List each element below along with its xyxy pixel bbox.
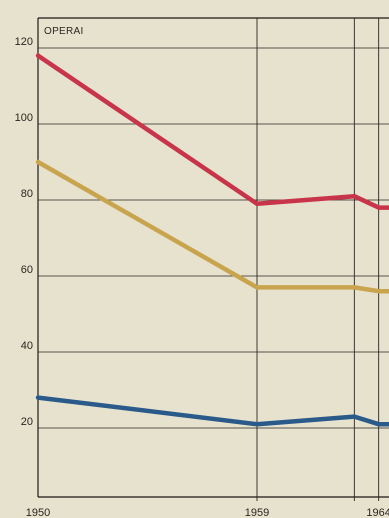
data-point [254, 201, 260, 206]
grid [37, 17, 389, 501]
data-point [254, 422, 260, 427]
data-point [35, 159, 41, 165]
data-point [376, 422, 381, 427]
data-point [376, 205, 381, 210]
y-tick-label: 120 [15, 36, 33, 48]
data-point [352, 194, 357, 199]
data-point [35, 53, 41, 58]
data-point [352, 285, 357, 290]
x-tick-label: 1959 [245, 507, 269, 518]
y-tick-label: 60 [21, 264, 33, 276]
data-point [352, 414, 357, 419]
series-layer [35, 53, 389, 427]
data-point [254, 285, 260, 290]
y-tick-label: 40 [21, 340, 33, 352]
y-tick-label: 100 [15, 112, 33, 124]
series-line-3 [37, 395, 389, 427]
data-point [376, 289, 381, 294]
y-tick-label: 20 [21, 416, 33, 428]
labels: 20 40 60 80 100 120 1950 1959 1964 OPERAI [15, 26, 389, 518]
series-line-2 [36, 160, 389, 294]
y-tick-label: 80 [21, 188, 33, 200]
x-tick-label: 1950 [26, 507, 50, 518]
series-line-1 [36, 53, 389, 210]
x-tick-label: 1964 [366, 507, 389, 518]
panel-title: OPERAI [44, 26, 84, 37]
data-point [35, 395, 41, 400]
